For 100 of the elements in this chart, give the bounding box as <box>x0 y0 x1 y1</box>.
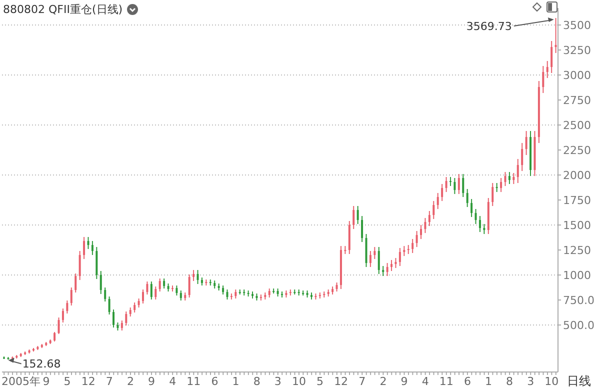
candlestick <box>550 40 553 74</box>
candlestick <box>87 236 90 250</box>
y-tick-label: 2250 <box>563 144 591 157</box>
candlestick <box>390 260 393 272</box>
candlestick <box>416 230 418 248</box>
x-tick-label: 4 <box>422 374 429 388</box>
candlestick <box>62 308 64 323</box>
x-tick-label: 11 <box>439 374 454 388</box>
x-tick-label: 12 <box>334 374 348 388</box>
candlestick <box>554 18 557 54</box>
x-tick-label: 3 <box>274 374 282 388</box>
y-tick-label: 3500 <box>563 18 591 32</box>
candlestick <box>154 286 157 300</box>
candlestick <box>54 332 56 342</box>
x-tick-label: 1 <box>485 374 492 388</box>
y-tick-label: 1000 <box>563 268 591 282</box>
x-tick-label: 6 <box>211 374 218 388</box>
candlestick <box>378 246 380 274</box>
candlestick <box>420 224 422 240</box>
candlestick <box>546 60 548 78</box>
candlestick <box>180 290 182 301</box>
candlestick <box>441 184 444 202</box>
y-tick-label: 1250 <box>563 244 591 257</box>
y-tick-label: 500.0 <box>563 318 594 332</box>
candlestick <box>445 176 448 192</box>
candlestick <box>188 274 190 298</box>
x-tick-label: 10 <box>544 374 559 388</box>
candlestick <box>100 270 102 294</box>
x-tick-label: 8 <box>506 374 514 388</box>
candlestick <box>424 218 426 234</box>
candlestick <box>134 302 136 313</box>
text: 日线 <box>567 374 591 388</box>
candlestick <box>483 224 486 234</box>
x-tick-label: 2 <box>126 374 134 388</box>
y-tick-label: 1750 <box>563 194 591 207</box>
x-tick-label: 9 <box>400 374 408 388</box>
candlestick <box>492 182 494 206</box>
candlestick <box>462 174 464 198</box>
candlestick <box>78 250 81 280</box>
candlestick <box>125 311 128 326</box>
annotation: 3569.73 <box>466 20 512 34</box>
y-tick-label: 2500 <box>563 118 591 132</box>
candlestick <box>83 236 86 260</box>
x-tick-label: 3 <box>527 374 534 388</box>
candlestick <box>74 273 77 293</box>
candlestick <box>226 289 228 300</box>
y-tick-label: 3250 <box>563 44 591 57</box>
candlestick <box>458 174 460 194</box>
x-tick-label: 5 <box>64 374 71 388</box>
candlestick <box>361 216 364 242</box>
candlestick <box>146 281 148 295</box>
candlestick <box>96 246 98 280</box>
x-tick-label: 6 <box>464 374 471 388</box>
candlestick <box>112 309 115 328</box>
candlestick <box>428 210 430 226</box>
annotation: 152.68 <box>22 358 61 371</box>
candlestick <box>382 266 384 276</box>
candlestick <box>91 240 94 256</box>
candlestick <box>432 200 435 220</box>
candlestick <box>66 300 68 314</box>
candlestick <box>470 198 473 218</box>
x-tick-label: 9 <box>148 374 156 388</box>
x-tick-label: 1 <box>232 374 240 388</box>
y-tick-label: 2000 <box>563 168 591 182</box>
x-tick-label: 2 <box>380 374 387 388</box>
candlestick <box>542 66 544 94</box>
candlestick <box>525 130 528 156</box>
candlestick <box>500 178 502 192</box>
x-tick-label: 7 <box>106 374 113 388</box>
candlestick <box>192 270 195 282</box>
candlestick <box>142 289 144 304</box>
x-tick-label: 2005年 <box>1 374 40 388</box>
candlestick <box>163 278 166 289</box>
candlestick <box>516 158 519 184</box>
x-tick-label: 4 <box>169 374 176 388</box>
x-tick-label: 9 <box>42 374 50 388</box>
candlestick <box>196 270 199 284</box>
candlestick <box>176 285 178 296</box>
candlestick <box>394 258 397 268</box>
candlestick <box>398 248 401 266</box>
candlestick <box>454 178 456 194</box>
x-tick-label: 10 <box>292 374 306 388</box>
candlestick <box>478 216 481 232</box>
y-tick-label: 1500 <box>563 218 591 232</box>
x-tick-label: 11 <box>186 374 201 388</box>
candlestick <box>466 188 468 208</box>
candlestick <box>508 172 510 184</box>
candlestick <box>150 281 152 300</box>
candlestick <box>70 287 72 306</box>
y-tick-label: 2750 <box>563 94 591 107</box>
candlestick <box>356 206 359 224</box>
candlestick <box>369 250 372 268</box>
candlestick <box>108 296 110 315</box>
candlestick <box>403 246 406 256</box>
candlestick <box>412 238 414 254</box>
candlestick <box>120 320 123 331</box>
y-tick-label: 750.0 <box>563 294 594 307</box>
candlestick <box>436 192 439 210</box>
candlestick <box>512 172 515 184</box>
candlestick <box>521 142 524 172</box>
